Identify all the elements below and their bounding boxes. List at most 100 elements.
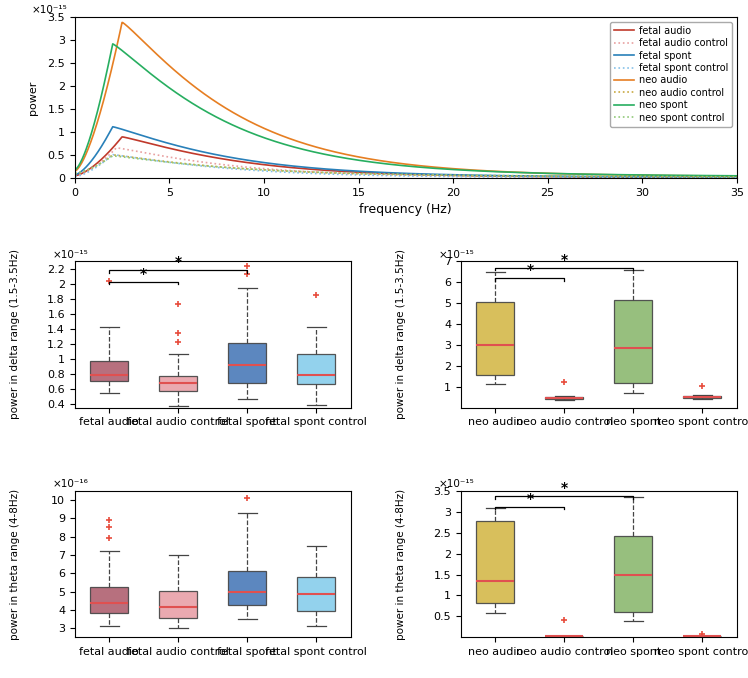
Line: fetal spont: fetal spont: [75, 127, 737, 177]
fetal spont: [587, 172, 596, 180]
neo spont control: [70, 169, 79, 177]
fetal audio control: [138, 148, 147, 157]
X-axis label: frequency (Hz): frequency (Hz): [360, 203, 452, 216]
Text: *: *: [527, 263, 533, 277]
fetal spont control: [363, 171, 372, 179]
fetal spont control: [732, 174, 741, 182]
neo audio control: [108, 151, 117, 159]
PathPatch shape: [684, 396, 721, 397]
fetal spont: [70, 171, 79, 179]
fetal spont control: [70, 173, 79, 181]
fetal audio: [587, 173, 596, 181]
PathPatch shape: [476, 521, 515, 603]
neo audio control: [599, 172, 608, 180]
neo audio control: [70, 170, 79, 178]
Text: ×10⁻¹⁵: ×10⁻¹⁵: [31, 5, 67, 16]
Line: fetal audio control: fetal audio control: [75, 148, 737, 178]
neo audio: [732, 172, 741, 180]
neo spont: [138, 64, 147, 72]
PathPatch shape: [614, 300, 652, 382]
neo audio: [138, 37, 147, 45]
fetal spont control: [599, 174, 608, 182]
PathPatch shape: [159, 591, 197, 618]
neo spont control: [138, 155, 147, 163]
fetal audio control: [70, 172, 79, 180]
neo spont: [587, 170, 596, 178]
Legend: fetal audio, fetal audio control, fetal spont, fetal spont control, neo audio, n: fetal audio, fetal audio control, fetal …: [610, 22, 732, 127]
fetal audio: [732, 174, 741, 182]
fetal audio control: [363, 170, 372, 178]
neo spont control: [363, 170, 372, 178]
neo spont: [108, 40, 117, 48]
neo audio: [117, 18, 126, 26]
Line: neo spont control: neo spont control: [75, 156, 737, 177]
neo spont: [70, 165, 79, 174]
neo audio: [363, 155, 372, 163]
neo audio: [70, 167, 79, 175]
Text: *: *: [561, 481, 568, 495]
fetal audio control: [732, 174, 741, 182]
fetal spont control: [138, 155, 147, 163]
Line: neo audio: neo audio: [75, 22, 737, 176]
Text: *: *: [561, 253, 568, 266]
fetal audio control: [339, 170, 348, 178]
neo audio: [587, 170, 596, 178]
PathPatch shape: [228, 343, 266, 383]
neo audio control: [339, 170, 348, 178]
Y-axis label: power in theta range (4-8Hz): power in theta range (4-8Hz): [396, 489, 405, 639]
fetal audio: [363, 169, 372, 177]
neo spont: [599, 170, 608, 178]
neo spont control: [587, 172, 596, 180]
PathPatch shape: [545, 397, 583, 399]
neo audio control: [587, 172, 596, 180]
PathPatch shape: [228, 570, 266, 605]
neo spont control: [526, 172, 535, 180]
Line: neo audio control: neo audio control: [75, 155, 737, 177]
neo spont control: [599, 172, 608, 180]
fetal audio control: [112, 144, 121, 152]
Text: *: *: [140, 266, 147, 281]
neo spont: [732, 172, 741, 180]
PathPatch shape: [476, 302, 515, 375]
fetal audio: [70, 172, 79, 180]
neo audio: [599, 171, 608, 179]
fetal audio: [599, 173, 608, 181]
fetal spont control: [108, 151, 117, 159]
fetal audio control: [599, 173, 608, 181]
Text: ×10⁻¹⁵: ×10⁻¹⁵: [439, 479, 475, 490]
Line: fetal audio: fetal audio: [75, 137, 737, 178]
fetal spont control: [587, 174, 596, 182]
neo spont: [526, 169, 535, 177]
PathPatch shape: [159, 376, 197, 391]
fetal spont: [599, 173, 608, 181]
Text: *: *: [175, 256, 182, 269]
fetal spont: [363, 167, 372, 176]
neo spont control: [732, 173, 741, 181]
PathPatch shape: [91, 361, 128, 382]
fetal spont: [108, 123, 117, 131]
neo audio: [526, 169, 535, 177]
fetal audio: [526, 172, 535, 180]
Y-axis label: power: power: [28, 80, 38, 115]
neo audio control: [732, 173, 741, 181]
Text: *: *: [527, 492, 533, 506]
PathPatch shape: [614, 536, 652, 612]
fetal spont: [138, 132, 147, 140]
neo audio control: [138, 155, 147, 163]
PathPatch shape: [91, 587, 128, 613]
PathPatch shape: [297, 577, 335, 611]
Text: ×10⁻¹⁵: ×10⁻¹⁵: [439, 250, 475, 260]
neo audio control: [526, 172, 535, 180]
Text: ×10⁻¹⁶: ×10⁻¹⁶: [52, 479, 88, 490]
fetal audio: [339, 167, 348, 176]
Y-axis label: power in theta range (4-8Hz): power in theta range (4-8Hz): [10, 489, 19, 639]
fetal spont: [526, 172, 535, 180]
Text: ×10⁻¹⁵: ×10⁻¹⁵: [52, 250, 88, 260]
neo spont: [363, 157, 372, 165]
fetal audio control: [526, 173, 535, 181]
neo spont control: [108, 152, 117, 160]
Line: neo spont: neo spont: [75, 44, 737, 176]
PathPatch shape: [297, 355, 335, 384]
neo spont control: [339, 169, 348, 177]
Y-axis label: power in delta range (1.5-3.5Hz): power in delta range (1.5-3.5Hz): [396, 250, 405, 420]
